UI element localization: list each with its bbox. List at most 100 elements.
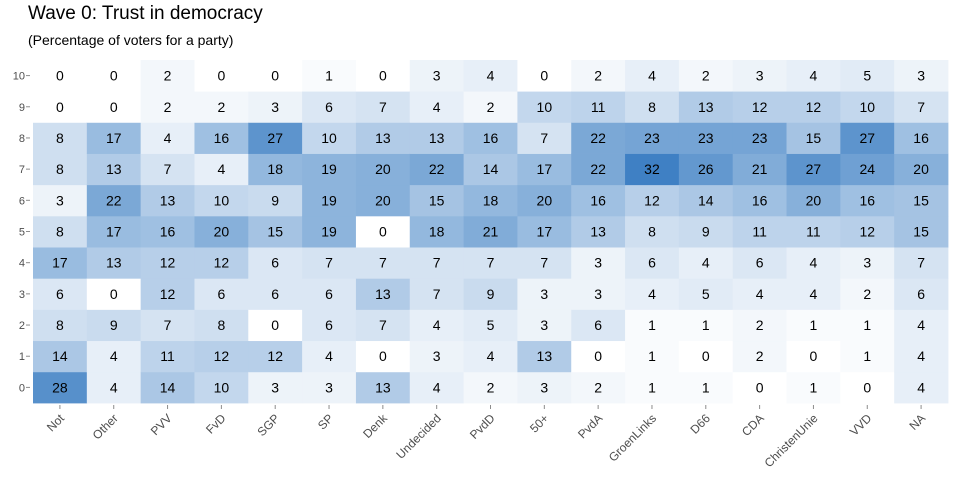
cell-value-label: 16 <box>483 130 499 146</box>
heatmap-cell <box>625 247 680 279</box>
x-tick-label: Denk <box>360 411 390 441</box>
cell-value-label: 12 <box>806 99 822 115</box>
heatmap-cell <box>409 60 464 92</box>
heatmap-cell <box>463 184 518 217</box>
heatmap-cell <box>625 91 680 123</box>
cell-value-label: 6 <box>648 255 656 271</box>
cell-value-label: 0 <box>110 286 118 302</box>
y-tick-label: 0 <box>19 382 25 394</box>
cell-value-label: 3 <box>271 99 279 115</box>
cell-value-label: 18 <box>429 224 445 240</box>
cell-value-label: 12 <box>160 286 176 302</box>
cell-value-label: 24 <box>859 161 875 177</box>
cell-value-label: 2 <box>756 317 764 333</box>
cell-value-label: 6 <box>917 286 925 302</box>
heatmap-cell <box>248 60 303 92</box>
y-tick-label: 5 <box>19 227 25 239</box>
heatmap-cell <box>355 309 411 342</box>
heatmap-cell <box>194 122 249 154</box>
heatmap-cell <box>409 340 464 373</box>
heatmap-cell <box>840 184 895 217</box>
heatmap-cell <box>355 278 411 310</box>
cell-value-label: 7 <box>487 255 495 271</box>
heatmap-cell <box>517 278 572 310</box>
heatmap-cell <box>786 91 841 123</box>
heatmap-cell <box>33 278 88 310</box>
cell-value-label: 7 <box>540 130 548 146</box>
cell-value-label: 9 <box>271 192 279 208</box>
heatmap-cell <box>894 247 949 279</box>
cell-value-label: 1 <box>325 68 333 84</box>
cell-value-label: 7 <box>325 255 333 271</box>
cell-value-label: 3 <box>433 68 441 84</box>
cell-value-label: 7 <box>917 99 925 115</box>
x-tick-label: ChristenUnie <box>762 411 821 470</box>
heatmap-cell <box>786 340 841 373</box>
cell-value-label: 13 <box>590 224 606 240</box>
heatmap-cell <box>302 309 357 342</box>
heatmap-cell <box>409 371 464 404</box>
cell-value-label: 4 <box>648 68 656 84</box>
heatmap-cell <box>86 309 142 342</box>
cell-value-label: 10 <box>537 99 553 115</box>
cell-value-label: 21 <box>752 161 768 177</box>
heatmap-cell <box>894 153 949 186</box>
x-tick-label: FvD <box>203 411 229 437</box>
heatmap-cell <box>302 278 357 310</box>
heatmap-cell <box>33 184 88 217</box>
cell-value-label: 13 <box>106 255 122 271</box>
cell-value-label: 8 <box>56 161 64 177</box>
heatmap-cell <box>625 215 680 248</box>
cell-value-label: 0 <box>56 68 64 84</box>
cell-value-label: 15 <box>913 224 929 240</box>
cell-value-label: 7 <box>379 255 387 271</box>
cell-value-label: 3 <box>540 286 548 302</box>
heatmap-cell <box>33 371 88 404</box>
heatmap-cell <box>678 215 734 248</box>
heatmap-cell <box>302 215 357 248</box>
cell-value-label: 8 <box>217 317 225 333</box>
x-tick-label: SP <box>315 411 336 432</box>
heatmap-cell <box>786 184 841 217</box>
cell-value-label: 13 <box>537 348 553 364</box>
heatmap-cell <box>194 247 249 279</box>
heatmap-cell <box>732 153 787 186</box>
heatmap-cell <box>248 278 303 310</box>
cell-value-label: 4 <box>810 286 818 302</box>
cell-value-label: 23 <box>698 130 714 146</box>
cell-value-label: 6 <box>271 286 279 302</box>
cell-value-label: 4 <box>810 255 818 271</box>
cell-value-label: 14 <box>698 192 714 208</box>
cell-value-label: 7 <box>164 161 172 177</box>
cell-value-label: 4 <box>487 348 495 364</box>
cell-value-label: 4 <box>110 379 118 395</box>
cell-value-label: 20 <box>375 192 391 208</box>
heatmap-cell <box>840 340 895 373</box>
cell-value-label: 14 <box>160 379 176 395</box>
cell-value-label: 2 <box>702 68 710 84</box>
heatmap-cell <box>33 122 88 154</box>
cell-value-label: 19 <box>321 161 337 177</box>
cell-value-label: 4 <box>648 286 656 302</box>
chart-title: Wave 0: Trust in democracy <box>28 3 263 24</box>
heatmap-cell <box>33 247 88 279</box>
heatmap-cell <box>571 60 626 92</box>
chart-subtitle: (Percentage of voters for a party) <box>28 32 234 48</box>
heatmap-cell <box>409 91 464 123</box>
heatmap-cell <box>678 340 734 373</box>
heatmap-cell <box>86 371 142 404</box>
heatmap-cell <box>194 340 249 373</box>
heatmap-cell <box>463 340 518 373</box>
heatmap-cell <box>625 184 680 217</box>
y-tick-label: 3 <box>19 289 25 301</box>
cell-value-label: 4 <box>110 348 118 364</box>
heatmap-cell <box>571 371 626 404</box>
heatmap-cell <box>302 184 357 217</box>
heatmap-cell <box>732 60 787 92</box>
cell-value-label: 1 <box>702 317 710 333</box>
cell-value-label: 0 <box>594 348 602 364</box>
heatmap-cell <box>571 122 626 154</box>
heatmap-cell <box>894 122 949 154</box>
cell-value-label: 13 <box>698 99 714 115</box>
heatmap-cell <box>786 278 841 310</box>
